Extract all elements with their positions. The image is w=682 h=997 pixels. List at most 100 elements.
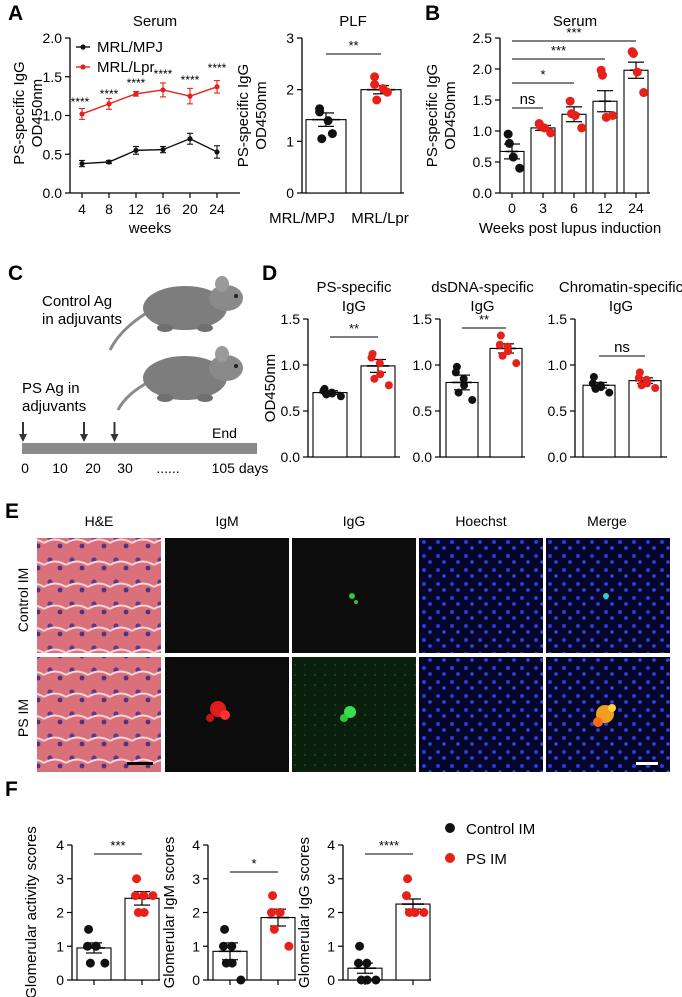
serum-timecourse-data-point (577, 123, 587, 133)
glomerular-activity-y-tick-label: 3 (56, 871, 64, 887)
glomerular-igg-y-tick-label: 2 (327, 905, 335, 921)
column-header-igg: IgG (343, 513, 366, 529)
column-header-hoechst: Hoechst (455, 513, 506, 529)
chromatin-specific-y-tick-label: 1.5 (548, 311, 568, 327)
glomerular-igm-y-tick-label: 0 (192, 972, 200, 988)
serum-timecourse-data-point (597, 70, 607, 80)
glomerular-activity-data-point (132, 874, 142, 884)
serum-timecourse-x-tick-label: 24 (628, 200, 644, 216)
glomerular-igm-data-point (275, 908, 285, 917)
glomerular-activity-data-point (84, 924, 94, 934)
glomerular-activity-data-point (82, 941, 92, 951)
chromatin-specific-bar (628, 380, 662, 458)
panel-letter-a: A (8, 2, 24, 25)
panel-f-legend: Control IM PS IM (445, 821, 535, 868)
scale-bar-merge (636, 762, 658, 765)
plf-data-point (370, 72, 380, 82)
histology-image-grid: H&E IgM IgG Hoechst Merge Control IM PS … (0, 510, 682, 775)
timeline-tick-label: 10 (52, 460, 68, 476)
glomerular-igm-y-label: Glomerular IgM scores (161, 837, 178, 989)
timeline-tick-label: 0 (21, 460, 29, 476)
serum-y-label: PS-specific IgG (11, 61, 28, 164)
serum-significance-label: **** (127, 76, 146, 90)
plf-bar-chart: 0 1 2 3 ** PLF PS-specific IgG OD450nm MRL/MPJ MR… (235, 13, 409, 227)
glomerular-igg-data-point (403, 874, 413, 884)
serum-legend-marker (80, 44, 86, 50)
ps-specific-data-point (336, 392, 345, 401)
serum-timecourse-data-point (508, 152, 518, 162)
plf-y-label: PS-specific IgG (235, 64, 252, 167)
glomerular-activity-y-label: Glomerular activity scores (23, 826, 40, 997)
panel-letter-c: C (8, 262, 24, 285)
panel-letter-e: E (5, 500, 20, 523)
column-header-merge: Merge (587, 513, 627, 529)
chromatin-specific-data-point (591, 384, 600, 393)
legend-marker-control (445, 823, 455, 833)
serum-timecourse-data-point (570, 111, 580, 120)
chromatin-specific-y-tick-label: 0.0 (548, 449, 568, 465)
dsdna-specific-data-point (460, 381, 469, 390)
glomerular-igm-y-tick-label: 4 (192, 837, 200, 853)
plf-y-tick-label: 3 (286, 30, 294, 46)
micrograph-ps-hoechst (419, 657, 543, 772)
serum-significance-label: **** (208, 61, 227, 75)
row-label-control-im: Control IM (15, 568, 31, 633)
serum-timecourse-data-point (639, 88, 649, 98)
timeline-arrow-head (110, 434, 119, 442)
micrograph-control-igm (165, 538, 289, 653)
ps-specific-data-point (376, 370, 385, 379)
glomerular-igm-data-point (268, 891, 278, 901)
chromatin-specific-data-point (605, 388, 614, 397)
serum-data-point (214, 149, 220, 155)
timeline-bar (22, 443, 257, 454)
glomerular-igm-data-point (284, 941, 294, 951)
serum-significance-label: **** (100, 87, 119, 101)
ps-specific-bar (360, 365, 396, 458)
serum-timecourse-x-tick-label: 12 (597, 200, 613, 216)
glomerular-igm-data-point (218, 941, 228, 951)
ps-specific-y-tick-label: 1.0 (281, 357, 301, 373)
glomerular-igg-significance-label: **** (379, 838, 399, 853)
serum-x-tick-label: 8 (105, 201, 113, 217)
glomerular-igm-y-tick-label: 2 (192, 905, 200, 921)
chromatin-specific-y-tick-label: 1.0 (548, 357, 568, 373)
glomerular-activity-y-tick-label: 0 (56, 972, 64, 988)
timeline-tick-label: 30 (117, 460, 133, 476)
chromatin-specific-data-point (589, 372, 598, 381)
glomerular-igm-y-tick-label: 3 (192, 871, 200, 887)
plf-bar (305, 119, 347, 194)
dsdna-specific-y-tick-label: 1.5 (413, 311, 433, 327)
serum-data-point (106, 101, 112, 107)
plf-y-label: OD450nm (253, 81, 270, 149)
row-label-ps-im: PS IM (15, 699, 31, 737)
serum-data-point (133, 91, 139, 97)
chromatin-specific-title: IgG (609, 298, 633, 315)
serum-legend-label: MRL/MPJ (97, 39, 163, 56)
serum-timecourse-data-point (539, 123, 549, 133)
plf-significance-label: ** (348, 38, 358, 53)
glomerular-igg-data-point (404, 908, 414, 917)
plf-y-tick-label: 0 (286, 185, 294, 201)
serum-series-line-mrl-lpr (81, 86, 218, 115)
serum-data-point (79, 160, 85, 167)
control-ag-label-line2: in adjuvants (42, 311, 122, 328)
serum-significance-label: **** (181, 73, 200, 87)
glomerular-igg-data-point (371, 975, 381, 985)
serum-x-tick-label: 24 (209, 201, 225, 217)
serum-timecourse-data-point (628, 49, 638, 58)
serum-timecourse-y-label: OD450nm (442, 81, 459, 149)
dsdna-specific-data-point (468, 395, 477, 404)
chromatin-specific-data-point (634, 373, 643, 382)
glomerular-activity-significance-label: *** (110, 838, 125, 853)
serum-timecourse-x-label: Weeks post lupus induction (479, 220, 661, 237)
dsdna-specific-bar-chart: 0.0 0.5 1.0 1.5 ** dsDNA-specific IgG (413, 279, 535, 465)
serum-timecourse-y-tick-label: 0.5 (473, 154, 493, 170)
serum-timecourse-data-point (503, 129, 513, 139)
ps-specific-bar (312, 392, 348, 458)
serum-data-point (106, 159, 112, 165)
chromatin-specific-bar-chart: 0.0 0.5 1.0 1.5 ns Chromatin-specific IgG (548, 279, 682, 465)
serum-timecourse-data-point (565, 96, 575, 106)
ps-specific-y-tick-label: 1.5 (281, 311, 301, 327)
glomerular-igm-data-point (220, 924, 230, 934)
serum-timecourse-data-point (608, 111, 618, 120)
